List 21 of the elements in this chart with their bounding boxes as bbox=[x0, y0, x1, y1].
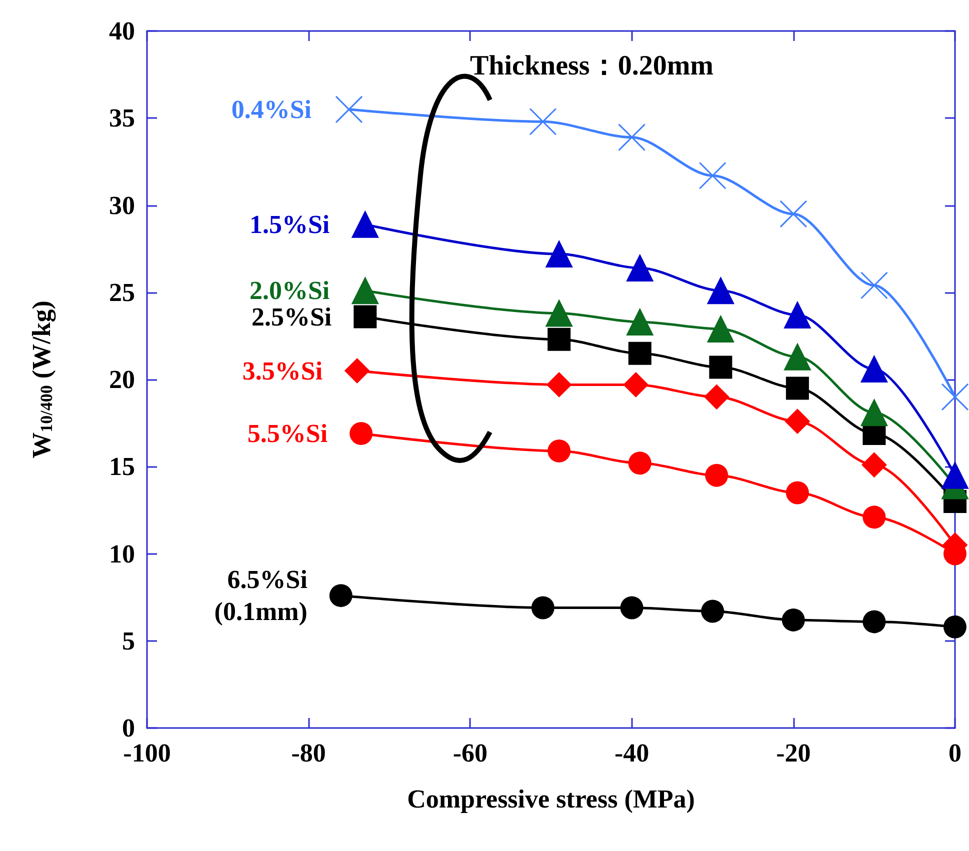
x-tick-label: 0 bbox=[948, 738, 962, 768]
x-tick-label: -60 bbox=[452, 738, 488, 768]
series-label: 6.5%Si (0.1mm) bbox=[214, 565, 308, 626]
y-tick-label: 40 bbox=[109, 16, 135, 46]
y-tick-label: 25 bbox=[109, 278, 135, 307]
annotation: Thickness：0.20mm bbox=[470, 50, 714, 82]
series-label: 0.4%Si bbox=[231, 94, 312, 124]
y-tick-label: 10 bbox=[109, 539, 135, 568]
series-label: 3.5%Si bbox=[242, 356, 323, 386]
y-tick-label: 15 bbox=[109, 452, 135, 482]
y-tick-label: 5 bbox=[122, 626, 135, 656]
y-tick-label: 35 bbox=[109, 104, 135, 133]
y-axis-title: W10/400 (W/kg) bbox=[27, 300, 56, 458]
x-axis-title: Compressive stress (MPa) bbox=[407, 784, 695, 814]
y-tick-label: 30 bbox=[109, 190, 135, 220]
series-label: 1.5%Si bbox=[249, 210, 330, 239]
series-label: 5.5%Si bbox=[247, 419, 328, 448]
x-tick-label: -20 bbox=[776, 738, 811, 768]
x-tick-label: -40 bbox=[614, 738, 650, 768]
x-tick-label: -80 bbox=[291, 738, 326, 768]
y-tick-label: 20 bbox=[109, 365, 135, 394]
